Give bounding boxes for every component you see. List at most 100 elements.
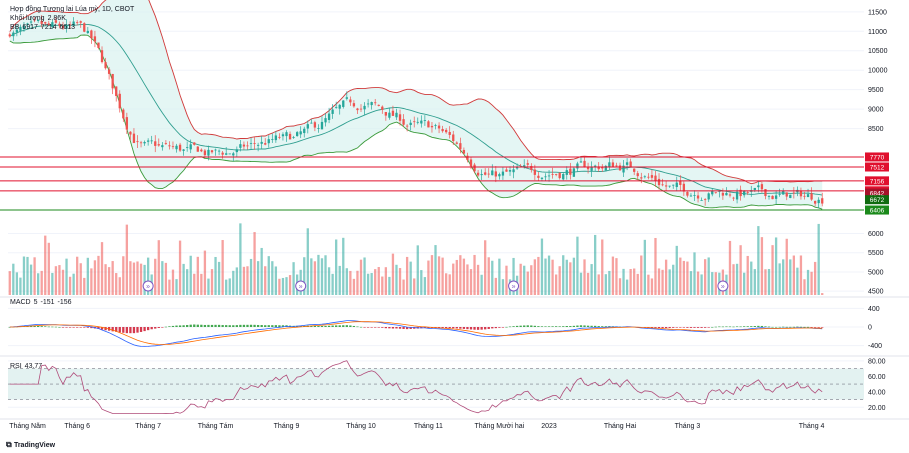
candle-body bbox=[271, 139, 274, 140]
event-marker-icon[interactable] bbox=[295, 280, 307, 292]
event-marker-glyph: » bbox=[299, 283, 303, 290]
volume-bar bbox=[484, 240, 487, 295]
macd-histogram-bar bbox=[583, 325, 586, 327]
volume-bar bbox=[136, 261, 139, 295]
volume-bar bbox=[714, 272, 717, 295]
candle-body bbox=[200, 149, 203, 152]
candle-body bbox=[363, 105, 366, 110]
volume-bar bbox=[551, 259, 554, 295]
volume-bar bbox=[232, 270, 235, 295]
candle-body bbox=[672, 184, 675, 186]
price-level-value: 6406 bbox=[870, 208, 885, 215]
event-marker-icon[interactable] bbox=[508, 280, 520, 292]
volume-bar bbox=[313, 261, 317, 295]
candle-body bbox=[540, 177, 544, 179]
volume-bar bbox=[221, 240, 224, 295]
macd-histogram-bar bbox=[650, 327, 654, 328]
candle-body bbox=[700, 200, 703, 201]
macd-histogram-bar bbox=[679, 327, 682, 328]
candle-body bbox=[767, 196, 771, 197]
candle-body bbox=[327, 113, 331, 120]
volume-bar bbox=[200, 273, 203, 295]
price-axis[interactable]: 11500 11000 10500 10000 9500 9000 8500 6000 5500… bbox=[868, 9, 888, 411]
volume-bar bbox=[764, 269, 767, 295]
candle-body bbox=[68, 24, 72, 26]
macd-histogram-bar bbox=[182, 325, 185, 327]
volume-bar bbox=[29, 264, 33, 295]
candle-body bbox=[146, 140, 150, 142]
volume-bar bbox=[583, 259, 586, 295]
tradingview-logo-text: TradingView bbox=[13, 442, 56, 449]
tradingview-logo[interactable]: ⧉ TradingView bbox=[6, 440, 55, 450]
candle-body bbox=[622, 165, 625, 173]
macd-histogram-bar bbox=[579, 325, 583, 327]
price-candles bbox=[8, 15, 824, 209]
volume-bar bbox=[171, 269, 175, 295]
volume-bar bbox=[817, 223, 820, 295]
symbol-title[interactable]: Hợp đồng Tương lai Lúa mỳ, 1D, CBOT bbox=[10, 6, 135, 13]
x-tick-label: Tháng Tám bbox=[198, 423, 234, 430]
macd-histogram-bar bbox=[402, 327, 405, 329]
candle-body bbox=[441, 128, 444, 132]
candle-body bbox=[572, 168, 576, 177]
price-level-tag bbox=[865, 152, 889, 162]
volume-bar bbox=[643, 239, 646, 295]
main-legend: Hợp đồng Tương lai Lúa mỳ, 1D, CBOT Khối… bbox=[10, 5, 134, 32]
volume-bar bbox=[303, 257, 306, 295]
time-axis[interactable]: Tháng Năm Tháng 6 Tháng 7 Tháng Tám Tháng 9 T… bbox=[9, 423, 824, 430]
macd-histogram-bar bbox=[672, 327, 675, 328]
price-level-tag bbox=[865, 176, 889, 186]
macd-histogram-bar bbox=[714, 326, 717, 328]
macd-histogram-bar bbox=[260, 325, 263, 327]
macd-histogram-bar bbox=[143, 327, 146, 332]
volume-bar bbox=[384, 267, 387, 295]
y-tick-label: 20.00 bbox=[868, 405, 886, 412]
volume-bar bbox=[629, 269, 632, 295]
candle-body bbox=[356, 108, 359, 111]
candle-body bbox=[664, 185, 668, 187]
macd-histogram-bar bbox=[682, 327, 686, 328]
candle-body bbox=[530, 165, 533, 170]
volume-bar bbox=[420, 270, 423, 295]
candle-body bbox=[288, 133, 292, 140]
volume-bar bbox=[462, 258, 466, 295]
macd-histogram-bar bbox=[466, 327, 469, 330]
price-level-value: 6672 bbox=[870, 197, 885, 204]
candle-body bbox=[565, 170, 568, 175]
volume-bar bbox=[246, 266, 249, 295]
volume-bar bbox=[728, 240, 732, 295]
macd-histogram-bar bbox=[168, 326, 171, 327]
macd-histogram-bar bbox=[264, 325, 267, 327]
candle-body bbox=[601, 166, 604, 169]
volume-bar bbox=[107, 267, 111, 295]
volume-bar bbox=[22, 256, 26, 295]
macd-histogram-bar bbox=[115, 327, 118, 332]
candle-body bbox=[562, 174, 565, 180]
macd-histogram-bar bbox=[51, 326, 54, 328]
macd-histogram-bar bbox=[193, 324, 196, 327]
event-marker-icon[interactable] bbox=[717, 280, 729, 292]
candle-body bbox=[150, 140, 153, 142]
volume-bar bbox=[586, 272, 590, 295]
candle-body bbox=[799, 190, 803, 197]
macd-histogram-bar bbox=[68, 327, 72, 328]
bb-basis-line bbox=[9, 23, 823, 196]
macd-histogram-bar bbox=[232, 325, 235, 327]
volume-bar bbox=[750, 261, 753, 295]
volume-bars bbox=[8, 223, 824, 295]
volume-bar bbox=[579, 272, 583, 295]
volume-bar bbox=[746, 255, 749, 295]
volume-bar bbox=[157, 240, 160, 295]
candle-body bbox=[303, 128, 306, 134]
volume-bar bbox=[143, 264, 146, 295]
macd-histogram-bar bbox=[782, 326, 785, 328]
event-marker-icon[interactable] bbox=[142, 280, 154, 292]
volume-bar bbox=[661, 269, 664, 295]
volume-bar bbox=[146, 257, 150, 295]
volume-bar bbox=[590, 264, 593, 295]
macd-histogram-bar bbox=[186, 324, 189, 327]
candle-body bbox=[398, 114, 402, 121]
candle-body bbox=[743, 191, 746, 196]
candle-body bbox=[771, 195, 774, 200]
